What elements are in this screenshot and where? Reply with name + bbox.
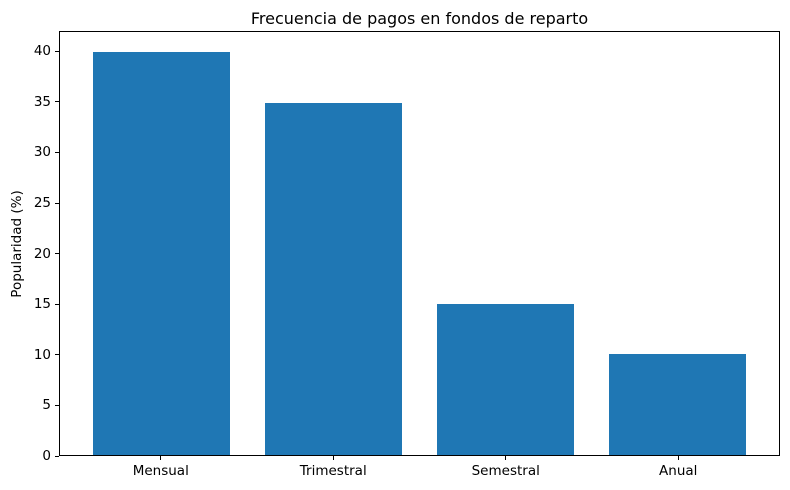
y-tick-label: 30 <box>33 144 51 161</box>
y-tick-mark <box>55 404 59 406</box>
y-tick-mark <box>55 101 59 103</box>
y-tick-mark <box>55 303 59 305</box>
plot-area <box>59 31 780 456</box>
bar-trimestral <box>264 102 403 455</box>
chart-title: Frecuencia de pagos en fondos de reparto <box>250 9 589 28</box>
y-tick-mark <box>55 354 59 356</box>
bar-mensual <box>92 52 231 455</box>
x-tick-mark <box>160 456 162 460</box>
y-tick-mark <box>55 50 59 52</box>
x-tick-mark <box>677 456 679 460</box>
y-tick-mark <box>55 455 59 457</box>
x-tick-mark <box>505 456 507 460</box>
y-tick-label: 40 <box>33 43 51 60</box>
y-tick-mark <box>55 253 59 255</box>
y-tick-label: 5 <box>42 397 51 414</box>
bar-anual <box>608 354 747 455</box>
y-tick-label: 35 <box>33 93 51 110</box>
y-tick-mark <box>55 151 59 153</box>
y-tick-label: 25 <box>33 195 51 212</box>
y-tick-mark <box>55 202 59 204</box>
y-tick-label: 15 <box>33 296 51 313</box>
x-tick-label-trimestral: Trimestral <box>299 463 367 479</box>
x-tick-label-semestral: Semestral <box>471 463 540 479</box>
y-tick-label: 0 <box>42 448 51 464</box>
y-tick-label: 10 <box>33 346 51 363</box>
y-tick-label: 20 <box>33 245 51 262</box>
x-tick-mark <box>332 456 334 460</box>
x-tick-label-anual: Anual <box>659 463 698 479</box>
x-tick-label-mensual: Mensual <box>132 463 189 479</box>
bar-semestral <box>436 303 575 455</box>
